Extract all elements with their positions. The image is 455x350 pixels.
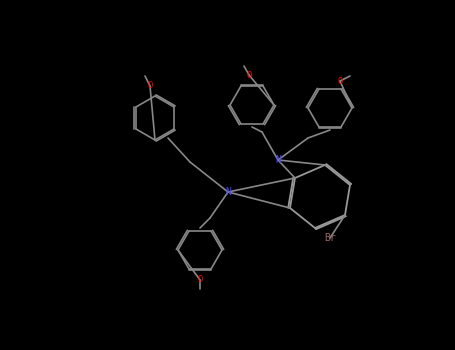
- Text: O: O: [337, 77, 343, 85]
- Text: N: N: [275, 155, 281, 165]
- Text: Br: Br: [324, 233, 336, 243]
- Text: O: O: [197, 275, 202, 285]
- Text: N: N: [225, 187, 231, 197]
- Text: O: O: [147, 82, 153, 91]
- Text: O: O: [246, 70, 252, 79]
